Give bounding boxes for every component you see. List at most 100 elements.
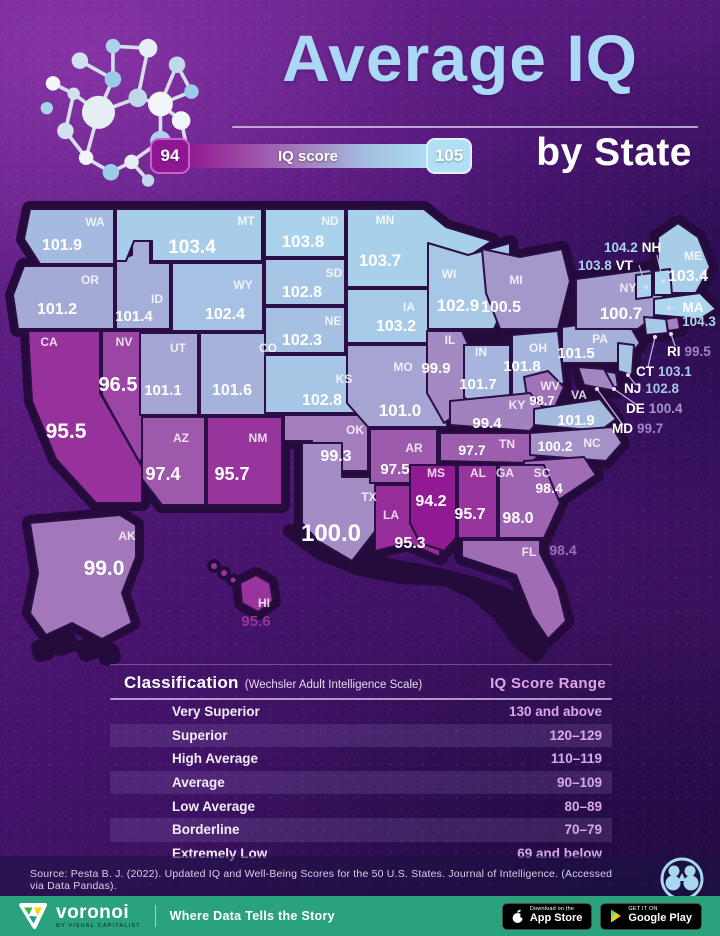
legend-gradient-bar: IQ score <box>184 144 432 168</box>
state-shape-VT <box>635 272 653 300</box>
state-value-MI: 100.5 <box>481 299 521 316</box>
state-shape-FL <box>461 539 567 640</box>
brain-node <box>105 38 121 54</box>
state-value-OR: 101.2 <box>37 301 77 318</box>
brain-node <box>40 101 53 115</box>
appstore-badge[interactable]: Download on the App Store <box>501 902 593 930</box>
state-abbr-MO: MO <box>393 360 412 374</box>
appstore-label: App Store <box>529 912 583 925</box>
state-abbr-WY: WY <box>233 278 252 292</box>
state-shape-CA <box>27 330 143 504</box>
state-abbr-ID: ID <box>151 292 163 306</box>
footer-bar: voronoi BY VISUAL CAPITALIST Where Data … <box>0 896 720 936</box>
callout-line-DE <box>613 388 638 406</box>
voronoi-logo[interactable]: voronoi BY VISUAL CAPITALIST <box>18 902 141 930</box>
classification-cell: Average <box>172 775 225 791</box>
state-value-CO: 101.6 <box>212 382 252 399</box>
callout-dot-VT <box>644 285 648 289</box>
state-value-SD: 102.8 <box>282 284 322 301</box>
state-value-MA: 104.3 <box>682 314 716 329</box>
table-header-row: Classification (Wechsler Adult Intellige… <box>110 671 612 698</box>
callout-line-RI <box>670 333 676 347</box>
range-cell: 130 and above <box>508 704 602 720</box>
state-abbr-WV: WV <box>540 379 559 393</box>
state-value-VA: 101.9 <box>557 412 595 429</box>
range-cell: 80–89 <box>564 798 602 814</box>
state-value-TN: 97.7 <box>458 442 485 458</box>
state-shape-HI-island <box>221 570 227 576</box>
state-value-LA: 95.3 <box>394 535 425 552</box>
state-value-SC: 98.4 <box>535 480 562 496</box>
state-abbr-GA: GA <box>496 466 514 480</box>
table-row: Low Average 80–89 <box>110 794 612 818</box>
callout-dot-CT <box>653 335 657 339</box>
state-value-IN: 101.7 <box>459 376 497 393</box>
callout-line-NH <box>656 254 664 282</box>
legend-label: IQ score <box>277 147 339 165</box>
state-value-ME: 103.4 <box>668 268 708 285</box>
state-shape-MA <box>653 292 717 320</box>
state-abbr-TX: TX <box>361 490 376 504</box>
state-abbr-MN: MN <box>376 213 395 227</box>
state-abbr-CA: CA <box>40 335 58 349</box>
brand-byline: BY VISUAL CAPITALIST <box>56 922 141 929</box>
brain-node <box>171 111 191 130</box>
state-abbr-IN: IN <box>475 345 487 359</box>
googleplay-label: Google Play <box>628 912 692 925</box>
classification-cell: Low Average <box>172 798 256 814</box>
state-abbr-KS: KS <box>336 372 353 386</box>
us-choropleth-map: WA101.9OR101.2CA95.5NV96.5ID101.4MT103.4… <box>5 201 720 666</box>
state-value-AZ: 97.4 <box>145 464 180 484</box>
state-shape-HI-island <box>230 577 236 583</box>
state-shape-AL <box>457 464 498 539</box>
brain-node <box>45 76 61 91</box>
state-abbr-SC: SC <box>534 466 551 480</box>
state-abbr-ND: ND <box>321 214 339 228</box>
state-value-PA: 101.5 <box>557 345 595 362</box>
state-abbr-CO: CO <box>259 341 277 355</box>
state-value-WV: 98.7 <box>529 393 554 408</box>
state-abbr-HI: HI <box>258 596 270 610</box>
range-cell: 120–129 <box>549 727 602 743</box>
state-shape-CO <box>199 332 283 416</box>
state-value-OH: 101.8 <box>503 358 541 375</box>
state-abbr-IA: IA <box>403 300 415 314</box>
apple-icon <box>512 909 524 923</box>
state-abbr-FL: FL <box>522 545 537 559</box>
state-value-ND: 103.8 <box>282 232 325 251</box>
state-shape-CT <box>643 316 669 336</box>
state-abbr-NC: NC <box>583 436 601 450</box>
callout-dot-NJ <box>626 373 630 377</box>
classification-cell: High Average <box>172 751 259 767</box>
classification-cell: Borderline <box>172 822 240 838</box>
state-abbr-NE: NE <box>325 314 342 328</box>
state-abbr-AK: AK <box>118 529 136 543</box>
state-abbr-OR: OR <box>81 273 99 287</box>
state-abbr-SD: SD <box>326 266 343 280</box>
state-shape-HI <box>239 574 274 613</box>
state-abbr-UT: UT <box>170 341 187 355</box>
brain-node <box>104 70 122 88</box>
state-value-IL: 99.9 <box>421 360 450 377</box>
iq-classification-table: Classification (Wechsler Adult Intellige… <box>110 664 612 865</box>
state-abbr-PA: PA <box>592 332 608 346</box>
state-shape-WA <box>23 208 115 265</box>
state-value-IA: 103.2 <box>376 318 416 335</box>
appstore-pre-label: Download on the <box>529 906 575 913</box>
page-title: Average IQ <box>281 21 639 95</box>
state-value-WY: 102.4 <box>205 306 245 323</box>
state-value-KS: 102.8 <box>302 392 342 409</box>
brain-node <box>67 87 80 100</box>
table-row: High Average 110–119 <box>110 747 612 771</box>
brain-node <box>102 163 120 181</box>
state-shape-MS <box>409 464 457 552</box>
state-value-TX: 100.0 <box>301 520 361 547</box>
state-value-MO: 101.0 <box>379 401 422 420</box>
googleplay-badge[interactable]: GET IT ON Google Play <box>600 902 702 930</box>
brain-node <box>57 122 74 140</box>
state-shape-SD <box>264 258 346 306</box>
state-shape-VA <box>533 398 617 432</box>
callout-line-VT <box>638 264 647 288</box>
source-strip <box>0 856 720 896</box>
